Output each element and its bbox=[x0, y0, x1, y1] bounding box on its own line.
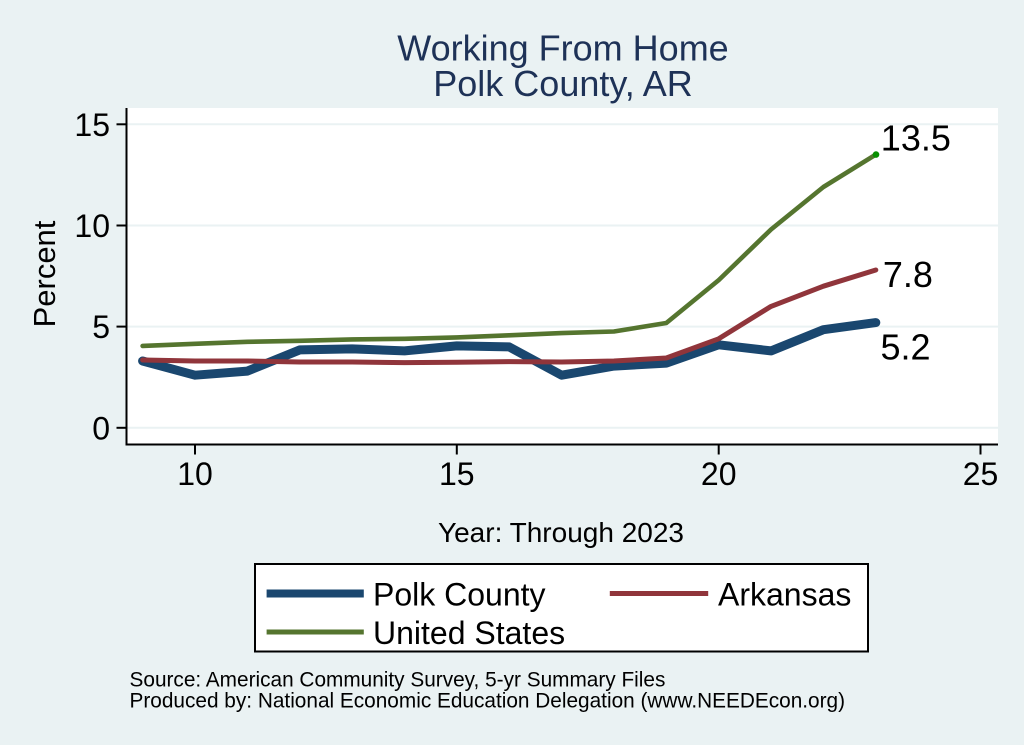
svg-text:10: 10 bbox=[74, 208, 110, 244]
svg-text:Arkansas: Arkansas bbox=[718, 577, 851, 613]
svg-text:7.8: 7.8 bbox=[883, 254, 933, 295]
svg-text:13.5: 13.5 bbox=[881, 118, 951, 159]
svg-text:Polk County: Polk County bbox=[373, 577, 546, 613]
svg-text:Source: American Community Sur: Source: American Community Survey, 5-yr … bbox=[130, 668, 666, 691]
svg-text:United States: United States bbox=[373, 615, 565, 651]
svg-text:Percent: Percent bbox=[27, 220, 62, 327]
svg-text:15: 15 bbox=[439, 456, 475, 492]
svg-text:5: 5 bbox=[92, 309, 110, 345]
svg-text:20: 20 bbox=[701, 456, 737, 492]
svg-text:Working From Home: Working From Home bbox=[397, 28, 728, 69]
svg-text:0: 0 bbox=[92, 410, 110, 446]
svg-text:Polk County, AR: Polk County, AR bbox=[433, 63, 692, 104]
svg-text:25: 25 bbox=[963, 456, 999, 492]
svg-text:Produced by: National Economic: Produced by: National Economic Education… bbox=[130, 689, 846, 712]
svg-text:15: 15 bbox=[74, 107, 110, 143]
svg-text:10: 10 bbox=[177, 456, 213, 492]
svg-text:Year: Through 2023: Year: Through 2023 bbox=[438, 517, 684, 548]
svg-text:5.2: 5.2 bbox=[881, 327, 931, 368]
